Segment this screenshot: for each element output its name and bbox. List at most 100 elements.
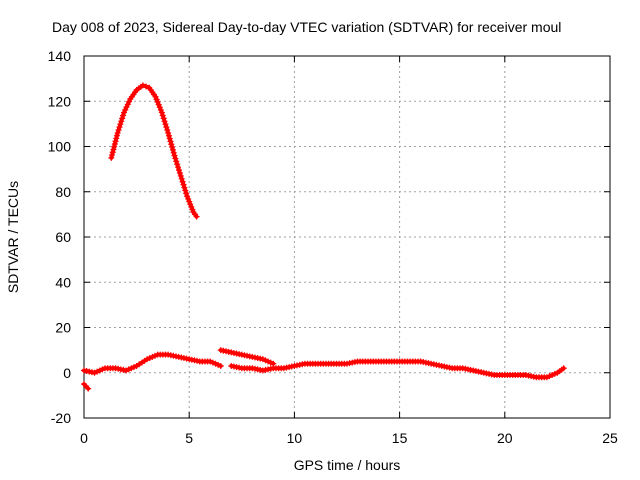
data-point xyxy=(177,172,184,179)
data-point xyxy=(185,195,192,202)
data-point xyxy=(154,99,161,106)
data-point xyxy=(119,115,126,122)
data-point xyxy=(152,93,159,100)
data-point xyxy=(175,164,182,171)
y-tick-labels: -20 0 20 40 60 80 100 120 140 xyxy=(48,48,72,426)
data-point xyxy=(186,198,193,205)
data-point xyxy=(215,361,222,368)
data-point xyxy=(162,121,169,128)
data-point xyxy=(183,190,190,197)
data-point xyxy=(184,193,191,200)
data-point xyxy=(117,121,124,128)
data-point xyxy=(85,385,92,392)
data-point xyxy=(96,367,103,374)
data-point xyxy=(126,98,133,105)
data-point xyxy=(173,158,180,165)
data-point xyxy=(179,178,186,185)
x-tick-label: 10 xyxy=(287,430,303,446)
data-point xyxy=(110,146,117,153)
axis-ticks xyxy=(83,55,611,419)
data-point xyxy=(189,206,196,213)
data-point xyxy=(172,155,179,162)
series-segment xyxy=(108,82,200,220)
data-point xyxy=(167,138,174,145)
data-point xyxy=(176,170,183,177)
data-point xyxy=(171,152,178,159)
data-point xyxy=(123,367,130,374)
data-point xyxy=(543,374,550,381)
data-point xyxy=(152,352,159,359)
data-point xyxy=(128,365,135,372)
data-point xyxy=(546,373,553,380)
data-point xyxy=(207,358,214,365)
data-point xyxy=(156,104,163,111)
data-point xyxy=(262,357,269,364)
data-point xyxy=(113,135,120,142)
series-line xyxy=(109,83,199,219)
data-point xyxy=(163,124,170,131)
chart-title: Day 008 of 2023, Sidereal Day-to-day VTE… xyxy=(52,19,561,35)
data-point xyxy=(182,187,189,194)
data-point xyxy=(116,124,123,131)
data-point xyxy=(123,104,130,111)
data-point xyxy=(149,353,156,360)
data-point xyxy=(155,101,162,108)
data-point xyxy=(112,138,119,145)
y-tick-label: 120 xyxy=(48,93,72,109)
data-point xyxy=(209,359,216,366)
y-tick-label: 60 xyxy=(55,229,71,245)
data-point xyxy=(109,149,116,156)
data-point xyxy=(165,129,172,136)
x-tick-label: 20 xyxy=(497,430,513,446)
data-point xyxy=(181,184,188,191)
data-point xyxy=(170,149,177,156)
y-tick-label: 20 xyxy=(55,320,71,336)
data-point xyxy=(175,167,182,174)
data-point xyxy=(265,358,272,365)
data-point xyxy=(158,109,165,116)
y-tick-label: 0 xyxy=(63,365,71,381)
data-point xyxy=(122,106,129,113)
data-point xyxy=(169,144,176,151)
data-point xyxy=(212,360,219,367)
data-point xyxy=(267,359,274,366)
data-point xyxy=(153,96,160,103)
y-tick-label: -20 xyxy=(51,410,71,426)
data-point xyxy=(188,203,195,210)
data-point xyxy=(113,132,120,139)
data-point xyxy=(114,129,121,136)
data-point xyxy=(174,161,181,168)
data-point xyxy=(124,101,131,108)
data-point xyxy=(157,106,164,113)
data-point xyxy=(120,112,127,119)
data-series xyxy=(81,82,567,392)
data-point xyxy=(160,115,167,122)
x-tick-label: 15 xyxy=(392,430,408,446)
data-point xyxy=(193,213,200,220)
data-point xyxy=(164,127,171,134)
data-point xyxy=(115,127,122,134)
data-point xyxy=(549,372,556,379)
data-point xyxy=(109,152,116,159)
y-axis-label: SDTVAR / TECUs xyxy=(5,181,21,293)
data-point xyxy=(560,365,567,372)
data-point xyxy=(159,112,166,119)
x-tick-label: 5 xyxy=(185,430,193,446)
data-point xyxy=(143,83,150,90)
x-tick-label: 0 xyxy=(80,430,88,446)
data-point xyxy=(120,109,127,116)
data-point xyxy=(551,370,558,377)
data-point xyxy=(217,362,224,369)
data-point xyxy=(169,146,176,153)
x-tick-label: 25 xyxy=(602,430,618,446)
series-segment xyxy=(81,381,92,392)
x-tick-labels: 0 5 10 15 20 25 xyxy=(80,430,618,446)
data-point xyxy=(146,355,153,362)
data-point xyxy=(180,181,187,188)
data-point xyxy=(99,366,106,373)
y-tick-label: 40 xyxy=(55,274,71,290)
data-point xyxy=(111,140,118,147)
data-point xyxy=(118,118,125,125)
y-tick-label: 100 xyxy=(48,139,72,155)
